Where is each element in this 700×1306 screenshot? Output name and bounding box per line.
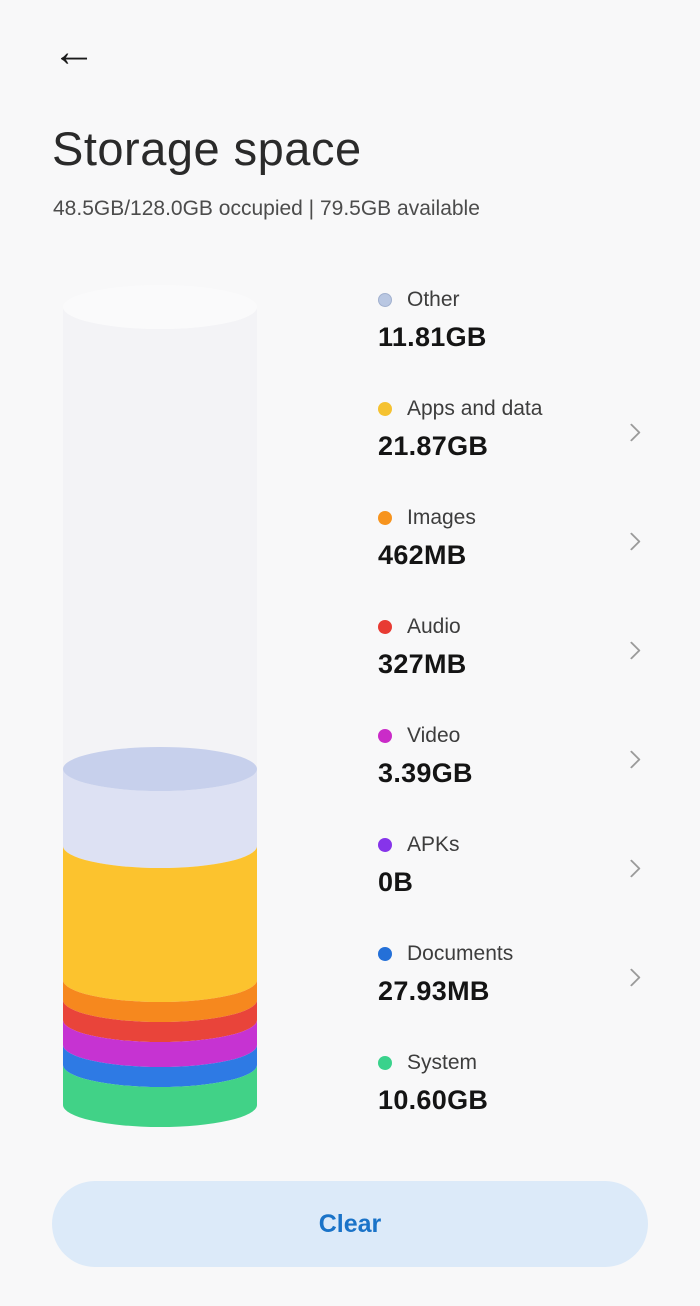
category-value: 10.60GB <box>378 1085 489 1115</box>
apks-color-dot-icon <box>378 838 392 852</box>
category-value: 0B <box>378 867 414 897</box>
category-label: Video <box>407 724 461 747</box>
cylinder-other-top-face <box>63 747 257 791</box>
category-row-documents[interactable]: Documents 27.93MB <box>378 941 646 1007</box>
audio-color-dot-icon <box>378 620 392 634</box>
storage-cylinder-chart <box>63 285 257 1127</box>
category-label: Other <box>407 288 460 311</box>
cylinder-top-face <box>63 285 257 329</box>
cylinder-segment-system <box>63 1065 257 1127</box>
images-color-dot-icon <box>378 511 392 525</box>
category-row-other: Other 11.81GB <box>378 287 646 353</box>
page-title: Storage space <box>52 122 362 175</box>
apps-color-dot-icon <box>378 402 392 416</box>
category-value: 3.39GB <box>378 758 473 788</box>
category-label: APKs <box>407 833 460 856</box>
category-value: 21.87GB <box>378 431 489 461</box>
cylinder-segment-apps <box>63 846 257 1002</box>
category-row-video[interactable]: Video 3.39GB <box>378 723 646 789</box>
back-button[interactable]: ← <box>52 26 104 78</box>
documents-color-dot-icon <box>378 947 392 961</box>
category-row-apks[interactable]: APKs 0B <box>378 832 646 898</box>
category-value: 11.81GB <box>378 322 487 352</box>
category-value: 462MB <box>378 540 467 570</box>
cylinder-segment-documents <box>63 1045 257 1087</box>
clear-button[interactable]: Clear <box>52 1181 648 1267</box>
category-value: 327MB <box>378 649 467 679</box>
video-color-dot-icon <box>378 729 392 743</box>
cylinder-segment-other <box>63 769 257 868</box>
cylinder-segment-video <box>63 1020 257 1067</box>
category-label: Apps and data <box>407 397 543 420</box>
category-label: Documents <box>407 942 514 965</box>
system-color-dot-icon <box>378 1056 392 1070</box>
category-row-system: System 10.60GB <box>378 1050 646 1116</box>
cylinder-segment-audio <box>63 1000 257 1042</box>
category-row-images[interactable]: Images 462MB <box>378 505 646 571</box>
category-row-apps-and-data[interactable]: Apps and data 21.87GB <box>378 396 646 462</box>
category-label: Audio <box>407 615 461 638</box>
category-list: Other 11.81GB Apps and data 21.87GB Imag… <box>378 287 646 1159</box>
category-value: 27.93MB <box>378 976 490 1006</box>
category-label: Images <box>407 506 476 529</box>
back-arrow-icon: ← <box>52 27 96 76</box>
cylinder-segment-free <box>63 307 257 791</box>
cylinder-segment-images <box>63 980 257 1022</box>
other-color-dot-icon <box>378 293 392 307</box>
storage-summary-text: 48.5GB/128.0GB occupied | 79.5GB availab… <box>53 197 480 220</box>
category-label: System <box>407 1051 478 1074</box>
category-row-audio[interactable]: Audio 327MB <box>378 614 646 680</box>
